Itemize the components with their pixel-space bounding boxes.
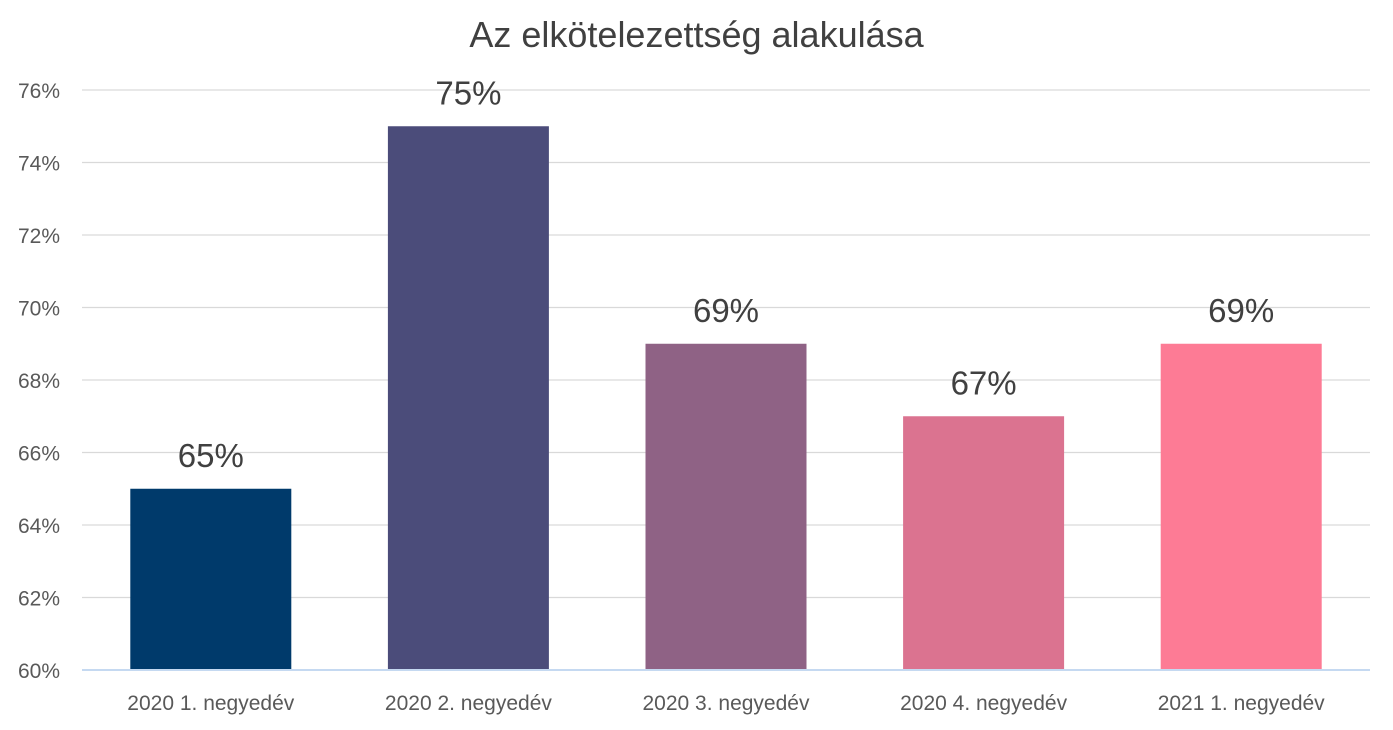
y-tick-label: 70% bbox=[18, 298, 60, 321]
y-tick-label: 76% bbox=[18, 80, 60, 103]
bar bbox=[387, 126, 549, 670]
data-label: 65% bbox=[178, 437, 244, 474]
bar bbox=[903, 416, 1065, 670]
bars bbox=[130, 126, 1322, 670]
x-category-label: 2020 3. negyedév bbox=[643, 692, 810, 715]
y-tick-label: 68% bbox=[18, 370, 60, 393]
y-tick-label: 64% bbox=[18, 515, 60, 538]
y-tick-label: 66% bbox=[18, 443, 60, 466]
x-category-label: 2020 1. negyedév bbox=[127, 692, 294, 715]
x-category-label: 2020 4. negyedév bbox=[900, 692, 1067, 715]
x-category-label: 2021 1. negyedév bbox=[1158, 692, 1325, 715]
data-label: 69% bbox=[1208, 292, 1274, 329]
y-tick-label: 74% bbox=[18, 153, 60, 176]
bar bbox=[130, 488, 292, 670]
y-tick-label: 60% bbox=[18, 660, 60, 683]
y-tick-label: 62% bbox=[18, 588, 60, 611]
data-labels: 65% 75% 69% 67% 69% bbox=[178, 74, 1274, 474]
data-label: 69% bbox=[693, 292, 759, 329]
chart-title: Az elkötelezettség alakulása bbox=[469, 14, 924, 55]
x-category-label: 2020 2. negyedév bbox=[385, 692, 552, 715]
y-tick-label: 72% bbox=[18, 225, 60, 248]
data-label: 67% bbox=[951, 364, 1017, 401]
y-axis-ticks: 60% 62% 64% 66% 68% 70% 72% 74% 76% bbox=[18, 80, 60, 683]
x-axis-categories: 2020 1. negyedév 2020 2. negyedév 2020 3. … bbox=[127, 692, 1325, 715]
data-label: 75% bbox=[435, 74, 501, 111]
bar bbox=[1160, 343, 1322, 670]
bar bbox=[645, 343, 807, 670]
